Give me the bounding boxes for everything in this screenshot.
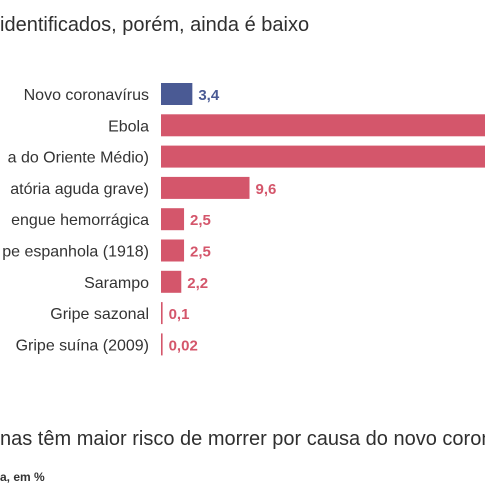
chart-note: a, em % [0, 470, 45, 484]
category-label: pe espanhola (1918) [2, 244, 149, 261]
category-label: Sarampo [84, 275, 149, 292]
chart-subtitle: nas têm maior risco de morrer por causa … [0, 428, 485, 450]
category-label: a do Oriente Médio) [8, 150, 149, 167]
value-label: 2,2 [187, 275, 208, 292]
bar [161, 333, 163, 356]
bar [161, 239, 185, 262]
bar [161, 83, 193, 105]
bar [161, 145, 485, 168]
bar [161, 302, 163, 325]
value-label: 9,6 [256, 181, 277, 198]
bar [161, 114, 485, 137]
category-label: atória aguda grave) [10, 181, 149, 198]
bar [161, 176, 250, 199]
category-label: Gripe suína (2009) [16, 337, 149, 354]
value-label: 0,02 [169, 337, 198, 354]
category-label: Gripe sazonal [50, 306, 149, 323]
chart-title: identificados, porém, ainda é baixo [0, 14, 310, 36]
category-label: Novo coronavírus [24, 87, 149, 104]
category-label: engue hemorrágica [11, 212, 149, 229]
bar [161, 270, 182, 293]
value-label: 2,5 [190, 212, 211, 229]
value-label: 2,5 [190, 244, 211, 261]
value-label: 3,4 [198, 87, 220, 104]
category-label: Ebola [108, 118, 149, 135]
bar [161, 208, 185, 231]
value-label: 0,1 [169, 306, 190, 323]
